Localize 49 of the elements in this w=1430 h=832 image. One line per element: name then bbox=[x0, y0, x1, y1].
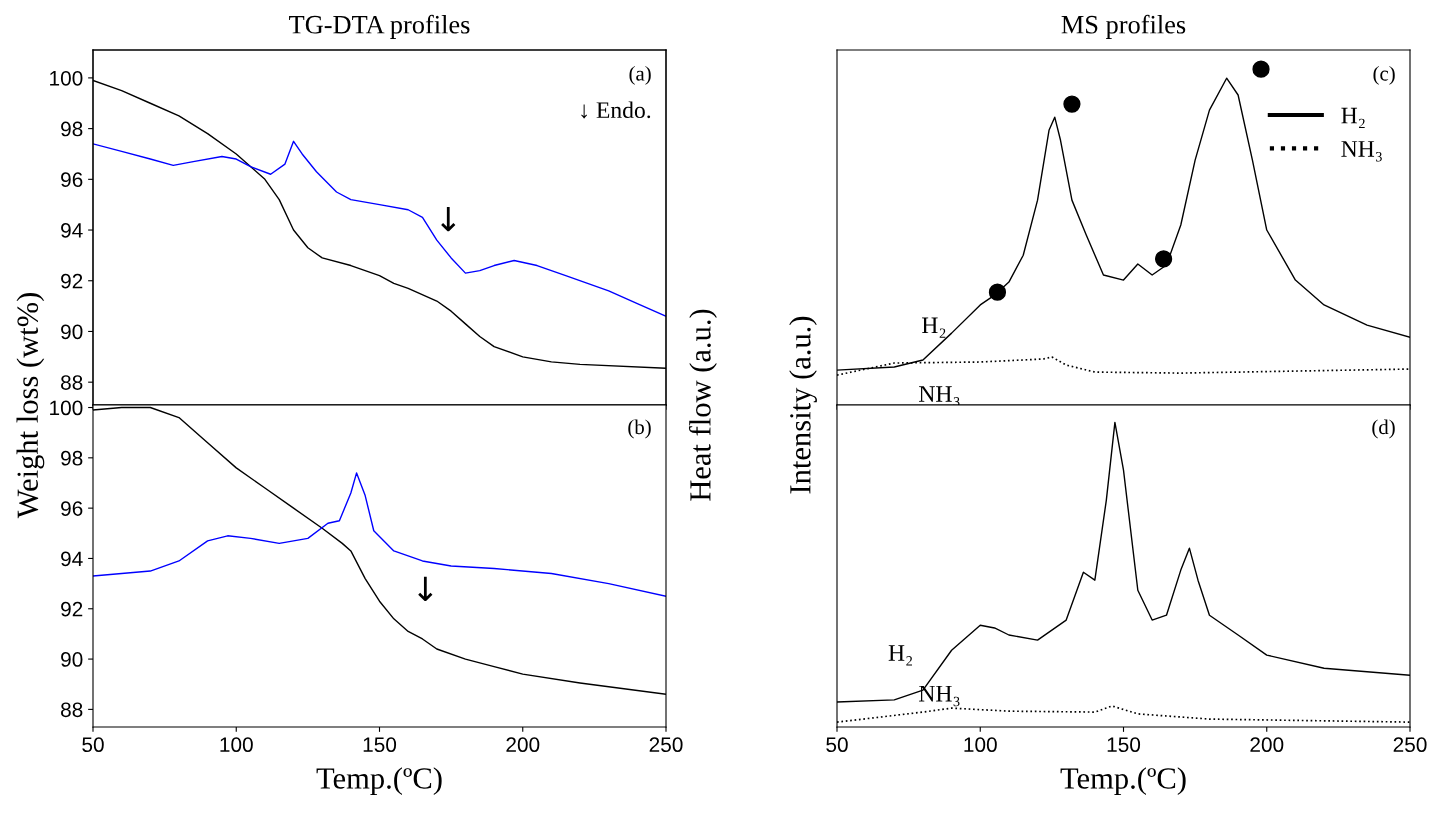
x-axis-title: Temp.(ºC) bbox=[1060, 767, 1186, 795]
point bbox=[1154, 250, 1173, 268]
y-tick-label: 88 bbox=[61, 375, 83, 390]
series-label: H₂ bbox=[888, 645, 912, 666]
x-tick-label: 50 bbox=[826, 737, 848, 753]
y-tick-label: 100 bbox=[50, 70, 83, 86]
annotation: ↓ Endo. bbox=[581, 101, 651, 119]
annotation: (d) bbox=[1372, 419, 1395, 439]
legend-label: H₂ bbox=[1341, 107, 1365, 129]
chart-title: MS profiles bbox=[1061, 14, 1186, 39]
annotation: ↓ bbox=[418, 576, 433, 602]
y-tick-label: 98 bbox=[61, 450, 83, 466]
y-tick-label: 94 bbox=[61, 551, 83, 567]
y-tick-label: 92 bbox=[61, 273, 83, 289]
y-tick-label: 98 bbox=[61, 121, 83, 137]
annotation: (b) bbox=[628, 419, 651, 439]
x-tick-label: 150 bbox=[1107, 737, 1141, 753]
annotation: (c) bbox=[1373, 65, 1395, 85]
y-tick-label: 96 bbox=[61, 501, 83, 516]
y-tick-label: 100 bbox=[50, 400, 83, 416]
point bbox=[988, 283, 1007, 301]
x-tick-label: 150 bbox=[363, 737, 397, 753]
line-series bbox=[93, 140, 666, 317]
point bbox=[1252, 60, 1270, 78]
y2-axis-title: Heat flow (a.u.) bbox=[688, 309, 717, 501]
x-tick-label: 200 bbox=[506, 737, 540, 753]
y-tick-label: 88 bbox=[61, 702, 83, 718]
annotation: ↓ bbox=[441, 206, 456, 232]
text: NH₃ bbox=[919, 386, 960, 407]
x-tick-label: 100 bbox=[964, 737, 997, 753]
y-axis-title: Weight loss (wt%) bbox=[16, 293, 45, 519]
y-tick-label: 96 bbox=[61, 172, 83, 188]
annotation: (a) bbox=[629, 65, 651, 85]
x-tick-label: 200 bbox=[1250, 737, 1284, 753]
legend-label: NH₃ bbox=[1341, 141, 1382, 162]
x-tick-label: 50 bbox=[82, 737, 104, 753]
chart-title: TG-DTA profiles bbox=[289, 14, 470, 39]
y-tick-label: 94 bbox=[61, 223, 83, 238]
text: H₂ bbox=[922, 317, 946, 338]
y-axis-title: Intensity (a.u.) bbox=[789, 316, 817, 494]
series-label: NH₃ bbox=[919, 685, 960, 707]
x-axis-title: Temp.(ºC) bbox=[316, 767, 442, 795]
point bbox=[1063, 95, 1081, 113]
x-tick-label: 100 bbox=[220, 737, 253, 753]
y-tick-label: 90 bbox=[61, 652, 83, 667]
y-tick-label: 92 bbox=[61, 601, 83, 617]
y-tick-label: 90 bbox=[61, 324, 83, 340]
x-tick-label: 250 bbox=[1393, 737, 1427, 753]
x-tick-label: 250 bbox=[649, 737, 683, 753]
